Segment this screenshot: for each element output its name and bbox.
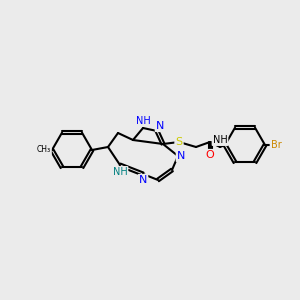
Text: NH: NH: [213, 135, 227, 145]
Text: N: N: [177, 151, 185, 161]
Text: CH₃: CH₃: [37, 146, 51, 154]
Text: N: N: [156, 121, 164, 131]
Text: N: N: [139, 175, 147, 185]
Text: NH: NH: [112, 167, 128, 177]
Text: O: O: [206, 150, 214, 160]
Text: S: S: [176, 137, 183, 147]
Text: NH: NH: [136, 116, 150, 126]
Text: Br: Br: [271, 140, 281, 150]
